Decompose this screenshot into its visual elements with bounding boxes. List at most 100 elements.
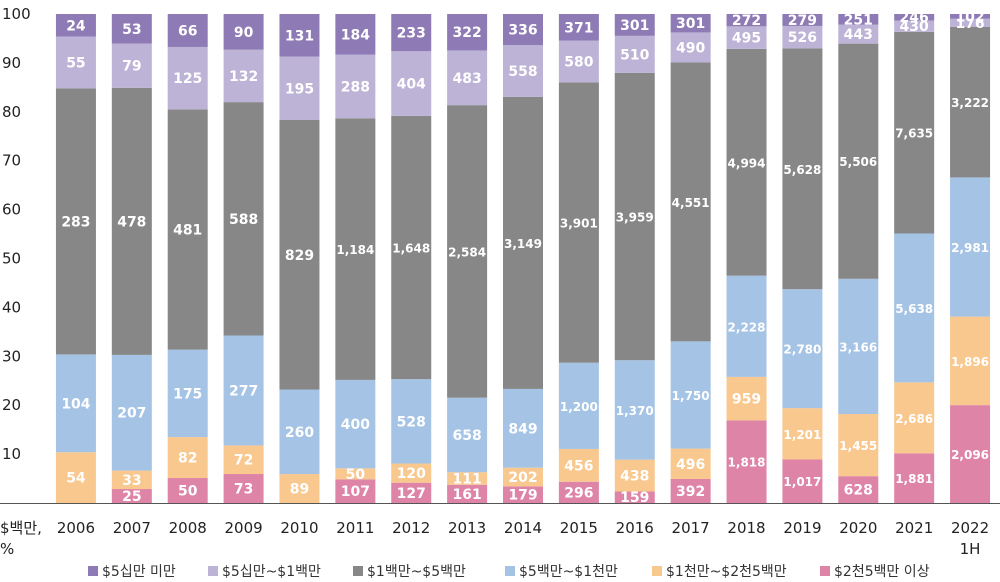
bar-segment [167,14,208,47]
segment-value-label: 1,184 [336,243,374,257]
bar-segment [950,405,991,503]
bar-segment [391,482,432,503]
bar-segment [838,43,879,279]
bar-segment [447,472,488,485]
segment-value-label: 392 [676,484,705,500]
legend-label: $2천5백만 이상 [834,564,930,580]
bar-segment [614,459,655,492]
segment-value-label: 107 [341,484,370,500]
bar-segment [558,40,599,83]
segment-value-label: 89 [290,482,309,498]
segment-value-label: 195 [285,81,314,97]
bar-segment [670,32,711,63]
bar-segment [726,14,767,27]
segment-value-label: 25 [122,489,141,505]
segment-value-label: 120 [397,466,426,482]
segment-value-label: 55 [66,55,85,71]
bar-segment [223,14,264,50]
bar-segment [726,26,767,49]
bar-segment [55,354,96,453]
y-axis-label-line2: % [0,540,14,558]
segment-value-label: 2,096 [951,448,989,462]
segment-value-label: 3,149 [504,237,542,251]
bar-segment [838,24,879,44]
segment-value-label: 131 [285,28,314,44]
segment-value-label: 132 [229,69,258,85]
segment-value-label: 1,455 [839,439,877,453]
bar-segment [223,49,264,103]
bar-segment [167,437,208,479]
y-tick-label: 10 [2,445,21,463]
segment-value-label: 272 [732,13,761,29]
segment-value-label: 301 [676,16,705,32]
segment-value-label: 207 [117,406,146,422]
bar-segment [335,468,376,480]
bar-segment [950,18,991,27]
legend-label: $5백만~$1천만 [519,564,618,580]
segment-value-label: 7,635 [895,127,933,141]
segment-value-label: 283 [61,214,90,230]
segment-value-label: 1,881 [895,472,933,486]
segment-value-label: 849 [508,421,537,437]
segment-value-label: 5,628 [783,163,821,177]
segment-value-label: 296 [564,485,593,501]
segment-value-label: 82 [178,451,197,467]
segment-value-label: 495 [732,31,761,47]
bar-segment [950,316,991,406]
bar-segment [223,335,264,446]
bar-segment [614,35,655,73]
segment-value-label: 2,981 [951,241,989,255]
segment-value-label: 526 [788,30,817,46]
segment-value-label: 3,222 [951,96,989,110]
y-tick-label: 80 [2,103,21,121]
segment-value-label: 1,818 [728,456,766,470]
segment-value-label: 404 [397,77,426,93]
segment-value-label: 443 [844,27,873,43]
bar-segment [670,62,711,342]
bar-segment [503,14,543,46]
bar-segment [447,50,488,106]
segment-value-label: 430 [900,19,929,35]
bar-segment [614,14,655,36]
legend-label: $1백만~$5백만 [367,564,466,580]
legend-swatch [353,566,363,576]
legend-swatch [208,566,218,576]
segment-value-label: 161 [453,487,482,503]
bar-segment [447,397,488,473]
segment-value-label: 50 [178,484,198,500]
x-tick-label: 2016 [616,519,654,537]
bar-segment [223,445,264,475]
segment-value-label: 336 [508,23,537,39]
y-tick-label: 90 [2,54,21,72]
segment-value-label: 628 [844,483,873,499]
bar-segment [279,389,320,475]
bar-segment [670,478,711,503]
bar-segment [558,14,599,41]
y-tick-label: 100 [2,5,31,23]
x-tick-label: 2019 [783,519,821,537]
bar-segment [782,459,823,503]
y-tick-label: 40 [2,298,21,316]
bar-segment [447,14,488,51]
bar-segment [447,484,488,503]
segment-value-label: 72 [234,453,253,469]
segment-value-label: 288 [341,79,370,95]
segment-value-label: 277 [229,383,258,399]
segment-value-label: 510 [620,47,649,63]
segment-value-label: 438 [620,469,649,485]
segment-value-label: 483 [453,71,482,87]
bar-segment [782,25,823,49]
segment-value-label: 104 [61,396,90,412]
bar-segment [782,408,823,460]
bar-segment [335,479,376,503]
bar-segment [111,354,152,471]
x-tick-label: 2009 [224,519,262,537]
bar-segment [335,379,376,469]
bar-segment [782,48,823,290]
segment-value-label: 175 [173,386,202,402]
x-tick-label: 2020 [839,519,877,537]
segment-value-label: 2,584 [448,245,486,259]
y-tick-label: 60 [2,201,21,219]
segment-value-label: 456 [564,458,593,474]
x-tick-label: 2008 [169,519,207,537]
